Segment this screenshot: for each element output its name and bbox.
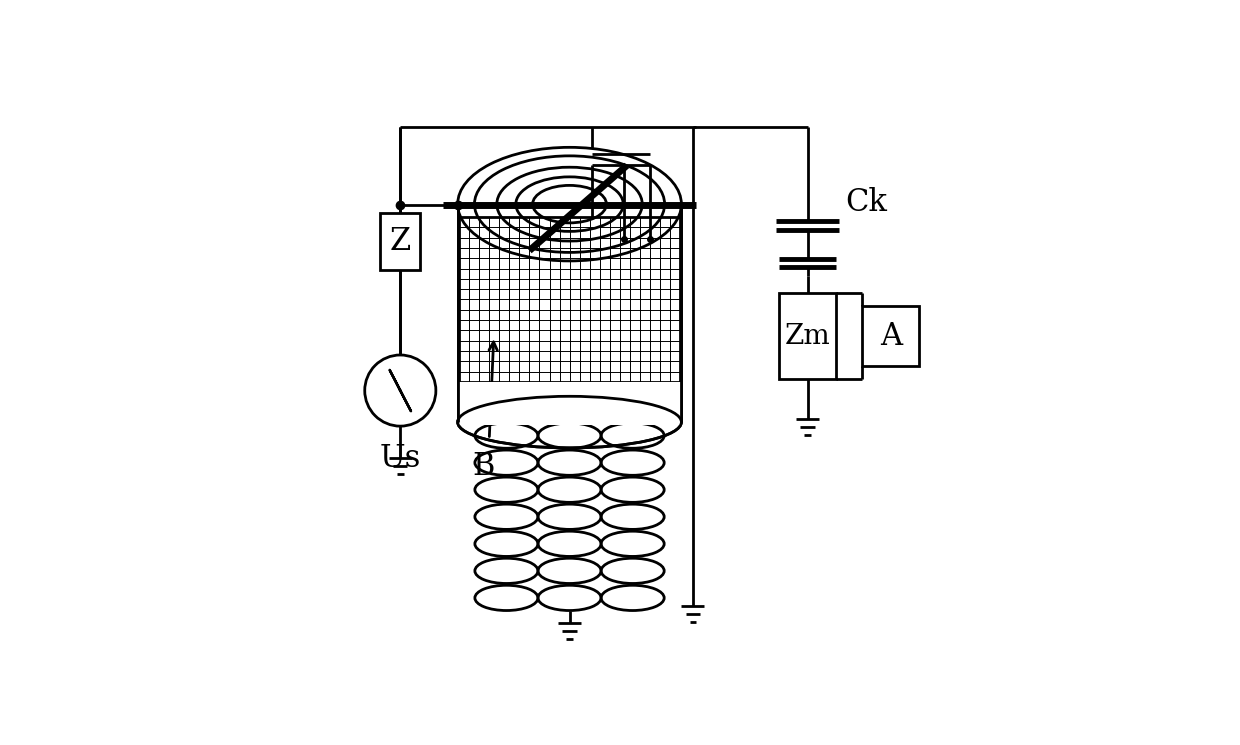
Bar: [458, 382, 682, 425]
Bar: [459, 217, 680, 382]
Ellipse shape: [458, 148, 682, 261]
Text: Z: Z: [389, 226, 410, 257]
Bar: [459, 217, 680, 382]
Text: Zm: Zm: [785, 323, 831, 349]
Text: A: A: [879, 320, 901, 352]
Bar: [779, 293, 836, 379]
Text: B: B: [472, 451, 495, 482]
Bar: [862, 306, 919, 367]
Text: Ck: Ck: [844, 187, 887, 218]
Text: Us: Us: [379, 443, 422, 475]
Bar: [381, 213, 420, 270]
